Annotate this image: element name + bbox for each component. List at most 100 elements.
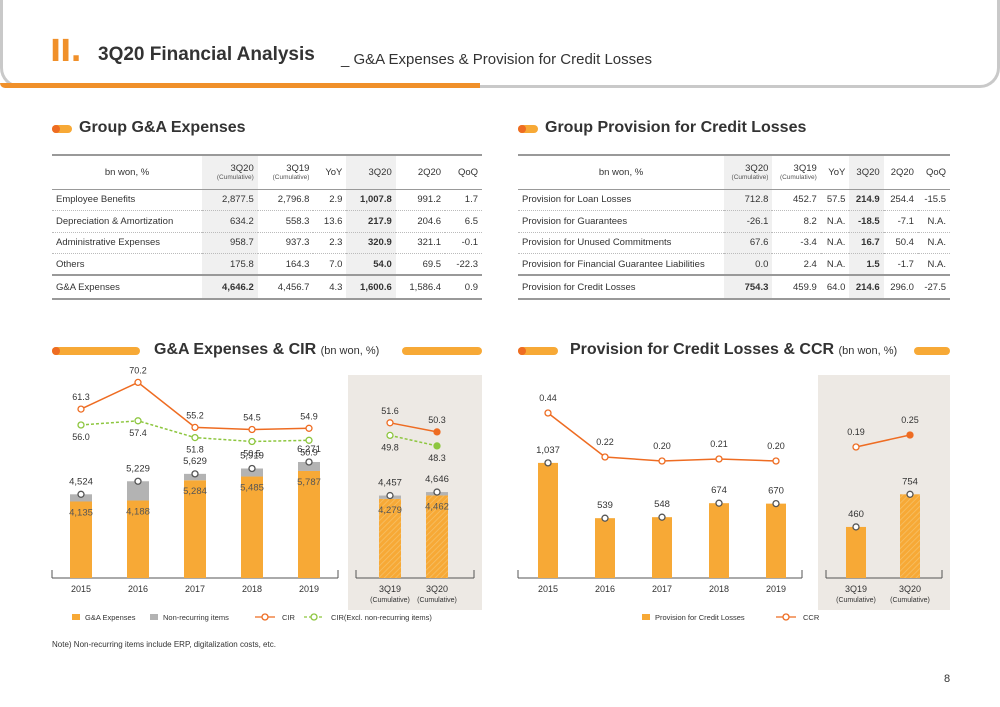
cir-marker xyxy=(386,419,394,427)
bar-label: 460 xyxy=(848,509,864,520)
cir-excl-label: 51.8 xyxy=(186,445,204,455)
x-tick-label: 2019 xyxy=(766,584,786,594)
ccr-label: 0.25 xyxy=(901,415,919,425)
ga-label: 5,284 xyxy=(183,486,207,497)
cir-excl-marker xyxy=(248,437,256,446)
ccr-line xyxy=(855,434,911,448)
cir-label: 61.3 xyxy=(72,392,90,402)
bar-provision xyxy=(595,518,615,578)
cir-marker xyxy=(433,428,441,436)
cir-label: 55.2 xyxy=(186,410,204,420)
x-tick-label: 3Q19 xyxy=(379,584,401,594)
bar-provision xyxy=(709,503,729,578)
cir-excl-marker xyxy=(305,436,313,444)
col-header: 3Q20 (Cumulative) xyxy=(202,154,258,190)
bar-marker xyxy=(658,513,666,521)
total-label: 5,919 xyxy=(240,450,264,461)
pcl-chart-title: Provision for Credit Losses & CCR (bn wo… xyxy=(570,341,898,358)
bar-marker xyxy=(852,523,860,531)
x-tick-label: 2016 xyxy=(595,584,615,594)
footnote: Note) Non-recurring items include ERP, d… xyxy=(52,640,276,649)
cir-excl-label: 50.5 xyxy=(243,449,261,459)
cir-excl-label: 56.0 xyxy=(72,432,90,442)
cir-excl-label: 57.4 xyxy=(129,428,147,438)
cir-line xyxy=(389,422,438,433)
x-tick-label: 2019 xyxy=(299,584,319,594)
x-tick-label: 3Q20 xyxy=(899,584,921,594)
ccr-line xyxy=(547,412,777,462)
total-label: 5,629 xyxy=(183,456,207,467)
bar-label: 754 xyxy=(902,476,918,487)
ga-table-title: Group G&A Expenses xyxy=(79,119,246,136)
total-label: 5,229 xyxy=(126,463,150,474)
ga-label: 4,135 xyxy=(69,508,93,519)
x-tick-label: 2018 xyxy=(709,584,729,594)
total-marker xyxy=(191,470,199,478)
legend-label: CIR(Excl. non-recurring items) xyxy=(331,613,432,622)
cir-excl-marker xyxy=(386,431,394,440)
bar-label: 548 xyxy=(654,499,670,510)
col-header: 3Q20 xyxy=(849,154,884,190)
ccr-marker xyxy=(544,409,552,417)
total-label: 4,524 xyxy=(69,476,93,487)
bar-provision xyxy=(900,494,920,578)
x-tick-label: 2018 xyxy=(242,584,262,594)
table-row: Provision for Guarantees -26.1 8.2 N.A. -18.… xyxy=(518,210,950,233)
ga-label: 5,485 xyxy=(240,483,264,494)
table-row: Provision for Financial Guarantee Liabil… xyxy=(518,253,950,276)
ga-table: bn won, % 3Q20 (Cumulative) 3Q19 (Cumulati… xyxy=(52,154,482,300)
cir-excl-label: 50.9 xyxy=(300,447,318,457)
col-header: YoY xyxy=(820,154,850,190)
cir-marker xyxy=(77,405,85,413)
x-tick-label: 2017 xyxy=(185,584,205,594)
legend-marker-ccr xyxy=(782,613,790,621)
pcl-table-title: Group Provision for Credit Losses xyxy=(545,119,807,136)
bar-non-recurring xyxy=(298,461,320,471)
col-header: 3Q20 (Cumulative) xyxy=(724,154,773,190)
header-accent-bar xyxy=(0,83,480,88)
col-header: 2Q20 xyxy=(395,154,446,190)
bar-ga-expenses xyxy=(70,501,92,578)
ccr-label: 0.20 xyxy=(767,441,785,451)
ccr-marker xyxy=(715,455,723,463)
ccr-marker xyxy=(601,453,609,461)
section-marker xyxy=(518,347,558,355)
header-frame xyxy=(0,0,1000,88)
x-tick-label: 2017 xyxy=(652,584,672,594)
ccr-label: 0.44 xyxy=(539,393,557,403)
cir-excl-line xyxy=(389,434,438,447)
bar-label: 539 xyxy=(597,500,613,511)
ga-label: 5,787 xyxy=(297,477,321,488)
col-header: YoY xyxy=(313,154,347,190)
section-number: II. xyxy=(50,34,82,69)
bar-provision xyxy=(766,503,786,578)
col-header: QoQ xyxy=(445,154,482,190)
col-header: bn won, % xyxy=(52,154,202,190)
cir-excl-marker xyxy=(134,417,142,425)
bar-label: 1,037 xyxy=(536,445,560,456)
page-subtitle: _ G&A Expenses & Provision for Credit Lo… xyxy=(341,51,652,68)
cir-excl-label: 49.8 xyxy=(381,442,399,452)
bar-marker xyxy=(544,459,552,467)
cumulative-panel xyxy=(348,375,482,610)
legend-label: Non-recurring items xyxy=(163,613,229,622)
total-marker xyxy=(386,491,394,500)
cir-label: 50.3 xyxy=(428,415,446,425)
cir-label: 70.2 xyxy=(129,365,147,375)
total-marker xyxy=(134,477,142,485)
page-number: 8 xyxy=(944,673,951,685)
table-row: Employee Benefits 2,877.5 2,796.8 2.9 1,007.… xyxy=(52,189,482,211)
cir-marker xyxy=(134,378,142,387)
section-marker xyxy=(914,347,950,355)
x-tick-label: 2016 xyxy=(128,584,148,594)
bar-non-recurring xyxy=(127,481,149,501)
ga-chart-title: G&A Expenses & CIR (bn won, %) xyxy=(154,341,380,358)
col-header: 2Q20 xyxy=(883,154,918,190)
ccr-label: 0.19 xyxy=(847,427,865,437)
x-tick-label: 3Q20 xyxy=(426,584,448,594)
bar-marker xyxy=(772,499,780,508)
col-header: QoQ xyxy=(917,154,950,190)
section-marker xyxy=(52,125,72,133)
legend-label: G&A Expenses xyxy=(85,613,136,622)
legend-label: CIR xyxy=(282,613,296,622)
